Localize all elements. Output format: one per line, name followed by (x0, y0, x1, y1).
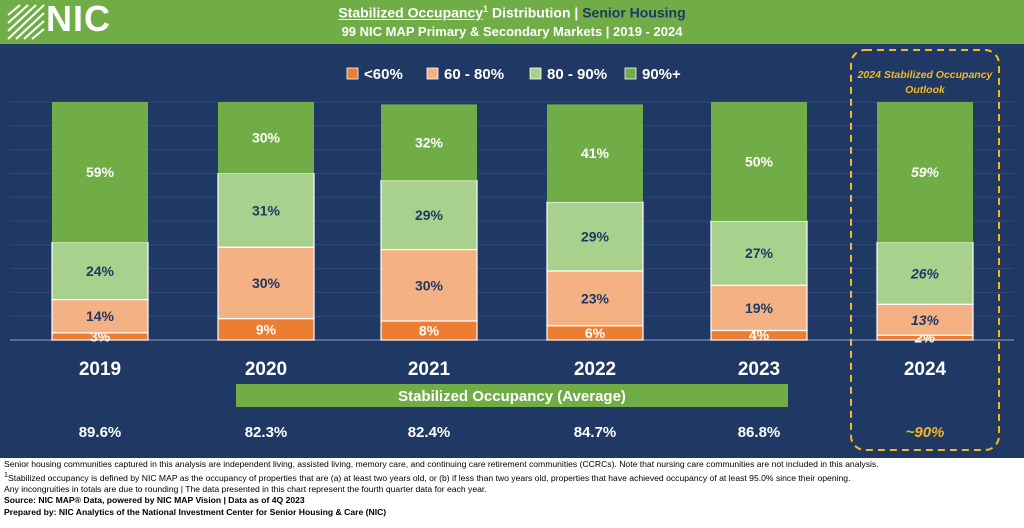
footnote-definition-text: Stabilized occupancy is defined by NIC M… (7, 473, 851, 484)
title-part2: Distribution | (488, 4, 583, 21)
bar-2024-seg-3 (876, 241, 974, 305)
data-label-2021-seg-1: 8% (419, 322, 440, 338)
x-tick-2019: 2019 (79, 359, 121, 380)
bar-2019-seg-4 (52, 102, 148, 243)
data-label-2019-seg-2: 14% (86, 308, 115, 324)
data-label-2022-seg-2: 23% (581, 290, 610, 306)
bar-2022-seg-4 (547, 104, 643, 202)
x-tick-2024: 2024 (904, 359, 947, 380)
data-label-2022-seg-4: 41% (581, 145, 610, 161)
title-part3: Senior Housing (582, 4, 686, 21)
footnote-source: Source: NIC MAP® Data, powered by NIC MA… (4, 495, 305, 506)
nic-logo (7, 4, 45, 40)
chart-panel: <60% 60 - 80% 80 - 90% 90%+ 3% 14% 24% 59% 2019 8… (0, 44, 1024, 458)
data-label-2023-seg-4: 50% (745, 154, 774, 170)
x-tick-2022: 2022 (574, 359, 616, 380)
x-tick-2021: 2021 (408, 359, 451, 380)
outlook-label-line1: 2024 Stabilized Occupancy (857, 69, 994, 81)
data-label-2023-seg-1: 4% (749, 327, 770, 343)
average-banner-label: Stabilized Occupancy (Average) (398, 388, 626, 405)
legend-swatch-1 (346, 67, 359, 80)
bar-2024-seg-2 (876, 303, 974, 336)
footnote-definition: 1Stabilized occupancy is defined by NIC … (4, 470, 1020, 484)
bar-2024-seg-4 (877, 102, 973, 243)
footnotes: Senior housing communities captured in t… (4, 459, 1020, 518)
average-2020: 82.3% (245, 424, 288, 441)
chart-subtitle: 99 NIC MAP Primary & Secondary Markets |… (341, 24, 683, 39)
average-2021: 82.4% (408, 424, 451, 441)
data-label-2024-seg-2: 13% (911, 312, 940, 328)
average-2024: ~90% (906, 424, 945, 441)
chart-title: Stabilized Occupancy1 Distribution | Sen… (0, 4, 1024, 21)
data-label-2023-seg-3: 27% (745, 245, 774, 261)
footnote-prepared-by: Prepared by: NIC Analytics of the Nation… (4, 506, 387, 517)
average-banner (236, 384, 788, 407)
bar-2021-seg-2 (380, 248, 478, 322)
bar-2023-seg-4 (711, 102, 807, 221)
bar-2020-seg-4 (218, 102, 314, 174)
legend-label-4: 90%+ (642, 66, 681, 83)
bar-2022-seg-3 (546, 201, 644, 272)
footnote-scope: Senior housing communities captured in t… (4, 459, 879, 469)
data-label-2021-seg-3: 29% (415, 207, 444, 223)
bar-2021-seg-4 (381, 104, 477, 181)
data-label-2021-seg-2: 30% (415, 277, 444, 293)
data-label-2020-seg-1: 9% (256, 321, 277, 337)
bar-2019-seg-2 (51, 298, 149, 334)
data-label-2019-seg-3: 24% (86, 263, 115, 279)
data-label-2024-seg-3: 26% (910, 265, 940, 281)
legend-swatch-2 (426, 67, 439, 80)
x-tick-2020: 2020 (245, 359, 287, 380)
data-label-2019-seg-4: 59% (86, 164, 115, 180)
title-superscript: 1 (483, 4, 489, 14)
legend-label-1: <60% (364, 66, 403, 83)
footnote-definition-sup: 1 (4, 471, 8, 480)
data-label-2023-seg-2: 19% (745, 300, 774, 316)
outlook-frame (850, 49, 1000, 451)
outlook-label-line2: Outlook (905, 84, 946, 96)
data-label-2022-seg-3: 29% (581, 228, 610, 244)
legend-swatch-4 (624, 67, 637, 80)
data-label-2020-seg-4: 30% (252, 130, 281, 146)
bar-2020-seg-3 (217, 172, 315, 248)
average-2023: 86.8% (738, 424, 781, 441)
average-2019: 89.6% (79, 424, 122, 441)
legend-swatch-3 (529, 67, 542, 80)
data-label-2020-seg-3: 31% (252, 202, 281, 218)
data-label-2020-seg-2: 30% (252, 275, 281, 291)
data-label-2022-seg-1: 6% (585, 325, 606, 341)
bar-2020-seg-2 (217, 246, 315, 320)
bar-2023-seg-3 (710, 220, 808, 286)
logo-text: NIC (46, 0, 111, 39)
x-tick-2023: 2023 (738, 359, 780, 380)
bar-2019-seg-3 (51, 241, 149, 301)
bar-2023-seg-2 (710, 284, 808, 332)
footnote-rounding: Any incongruities in totals are due to r… (4, 484, 487, 495)
header-bar: NIC Stabilized Occupancy1 Distribution |… (0, 0, 1024, 44)
legend-label-3: 80 - 90% (547, 66, 607, 83)
data-label-2024-seg-4: 59% (911, 164, 940, 180)
bar-2022-seg-2 (546, 270, 644, 327)
stacked-bar-chart: <60% 60 - 80% 80 - 90% 90%+3%14%24%59%20198… (10, 49, 1014, 451)
bar-2021-seg-3 (380, 179, 478, 251)
title-part1: Stabilized Occupancy (338, 4, 484, 21)
data-label-2021-seg-4: 32% (415, 134, 444, 150)
legend-label-2: 60 - 80% (444, 66, 504, 83)
average-2022: 84.7% (574, 424, 617, 441)
